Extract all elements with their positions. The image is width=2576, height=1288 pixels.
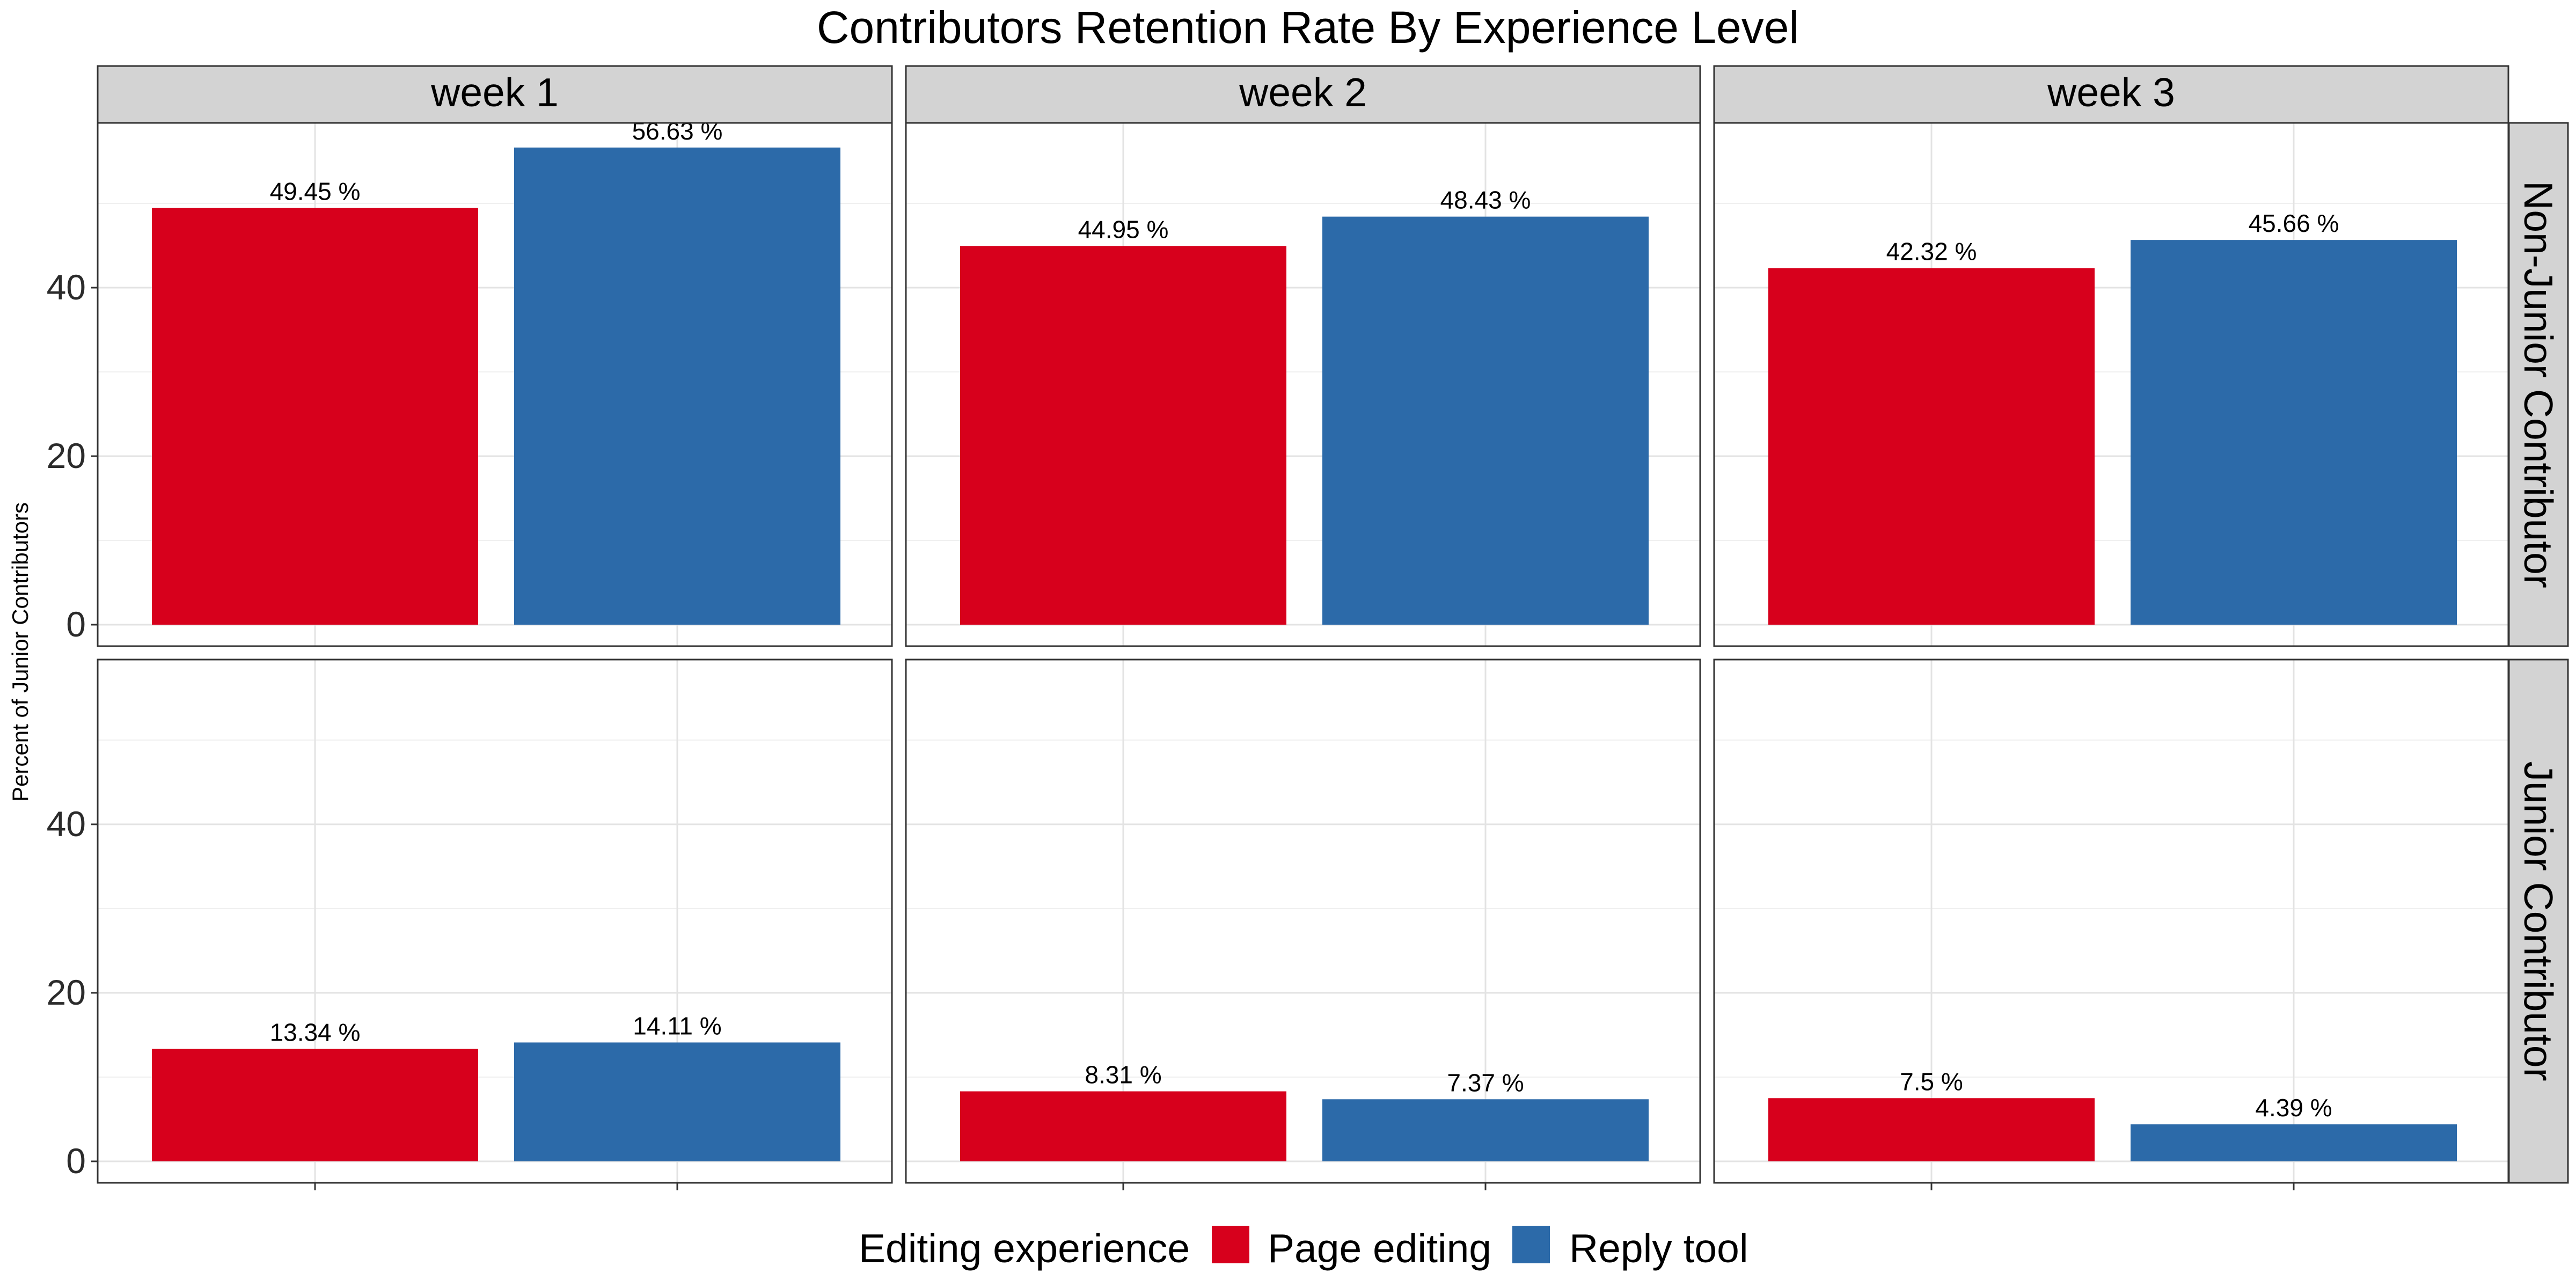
- row-strip-bg: [2508, 658, 2569, 1184]
- bar-page-editing: [960, 246, 1286, 625]
- panel-1-3: 42.32 % 45.66 %: [1713, 122, 2509, 647]
- row-strip-2: Junior Contributor: [2508, 658, 2569, 1184]
- row-strip-label: Junior Contributor: [2516, 761, 2561, 1081]
- panel-background: [1714, 660, 2508, 1183]
- bar-value-label: 8.31 %: [1085, 1061, 1161, 1089]
- panel-border: [97, 658, 893, 1184]
- bar-value-label: 4.39 %: [2255, 1094, 2332, 1122]
- bar-reply-tool: [514, 1042, 840, 1161]
- panel-2-3: 7.5 % 4.39 %: [1713, 658, 2509, 1184]
- row-strip-label: Non-Junior Contributor: [2516, 181, 2561, 588]
- column-strip-label: week 3: [2047, 70, 2175, 115]
- legend-swatch: [1512, 1226, 1550, 1263]
- chart-title: Contributors Retention Rate By Experienc…: [817, 2, 1799, 53]
- bar-value-label: 7.37 %: [1447, 1069, 1524, 1096]
- column-strip-2: week 2: [905, 65, 1701, 124]
- column-strip-1: week 1: [97, 65, 893, 124]
- panel-border: [905, 122, 1701, 647]
- panel-2-1: 13.34 % 14.11 %: [97, 658, 893, 1184]
- legend-label: Page editing: [1268, 1226, 1491, 1271]
- bar-value-label: 14.11 %: [633, 1012, 721, 1040]
- panel-1-1: 49.45 % 56.63 %: [97, 117, 893, 647]
- bar-reply-tool: [2131, 240, 2457, 625]
- y-tick-label: 40: [47, 804, 86, 844]
- y-axis-1: 0 20 40: [47, 267, 98, 644]
- bar-value-label: 44.95 %: [1078, 215, 1169, 243]
- panel-border: [1713, 658, 2509, 1184]
- y-tick-label: 0: [66, 1141, 86, 1181]
- bar-reply-tool: [514, 147, 840, 625]
- bar-page-editing: [1768, 268, 2095, 625]
- bar-page-editing: [1768, 1098, 2095, 1161]
- panel-2-2: 8.31 % 7.37 %: [905, 658, 1701, 1184]
- panel-border: [905, 658, 1701, 1184]
- bar-page-editing: [152, 208, 478, 625]
- column-strip-3: week 3: [1713, 65, 2509, 124]
- legend-item-reply-tool: Reply tool: [1512, 1226, 1748, 1271]
- legend-item-page-editing: Page editing: [1212, 1226, 1491, 1271]
- y-tick-label: 20: [47, 972, 86, 1012]
- column-strip-bg: [905, 65, 1701, 124]
- row-strip-1: Non-Junior Contributor: [2508, 122, 2569, 647]
- bar-reply-tool: [2131, 1124, 2457, 1161]
- column-strip-label: week 2: [1239, 70, 1367, 115]
- bar-value-label: 49.45 %: [270, 178, 361, 206]
- bar-page-editing: [960, 1091, 1286, 1161]
- bar-reply-tool: [1322, 1099, 1649, 1161]
- legend-title: Editing experience: [859, 1226, 1190, 1271]
- bar-value-label: 7.5 %: [1900, 1067, 1963, 1095]
- y-tick-label: 20: [47, 436, 86, 475]
- legend-label: Reply tool: [1569, 1226, 1748, 1271]
- bar-value-label: 13.34 %: [270, 1019, 361, 1046]
- y-axis-label: Percent of Junior Contributors: [8, 502, 33, 802]
- panel-border: [1713, 122, 2509, 647]
- y-tick-label: 0: [66, 604, 86, 644]
- y-tick-label: 40: [47, 267, 86, 307]
- bar-value-label: 56.63 %: [632, 117, 723, 145]
- bar-value-label: 42.32 %: [1886, 238, 1977, 266]
- column-strip-bg: [1713, 65, 2509, 124]
- panel-border: [97, 122, 893, 647]
- panel-1-2: 44.95 % 48.43 %: [905, 122, 1701, 647]
- bar-reply-tool: [1322, 216, 1649, 625]
- column-strip-bg: [97, 65, 893, 124]
- row-strip-bg: [2508, 122, 2569, 647]
- bar-page-editing: [152, 1049, 478, 1161]
- bar-value-label: 48.43 %: [1440, 186, 1531, 214]
- bar-value-label: 45.66 %: [2249, 209, 2339, 237]
- y-axis-2: 0 20 40: [47, 804, 98, 1181]
- column-strip-label: week 1: [430, 70, 559, 115]
- legend: Editing experience Page editing Reply too…: [859, 1226, 1748, 1271]
- legend-swatch: [1212, 1226, 1249, 1263]
- panels: week 1 week 2 week 3 Non-Junior Contributor…: [47, 65, 2569, 1190]
